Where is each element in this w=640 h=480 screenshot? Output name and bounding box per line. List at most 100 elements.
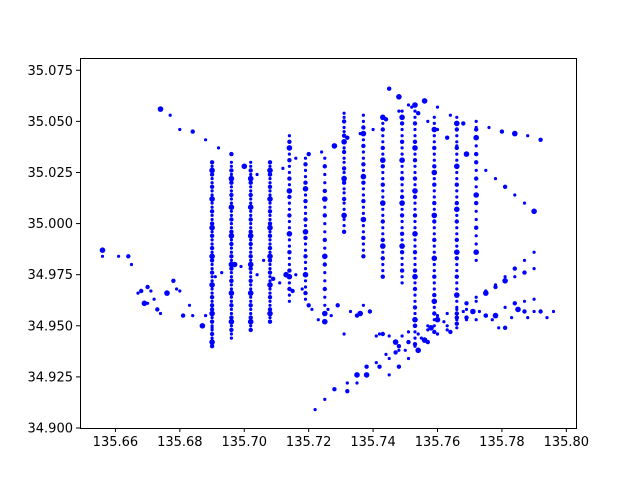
data-point — [455, 244, 459, 248]
data-point — [228, 233, 235, 239]
data-point — [209, 184, 215, 189]
data-point — [400, 275, 404, 279]
data-point — [129, 262, 134, 267]
data-point — [381, 152, 385, 156]
data-point — [399, 157, 405, 163]
data-point — [361, 113, 365, 117]
data-point — [432, 237, 437, 243]
data-point — [268, 201, 272, 205]
data-point — [455, 326, 459, 330]
data-point — [412, 323, 418, 328]
data-point — [448, 329, 453, 335]
data-point — [267, 253, 273, 260]
data-point — [399, 268, 405, 273]
data-point — [522, 299, 527, 303]
data-point — [341, 139, 347, 145]
data-point — [361, 138, 365, 142]
data-point — [247, 290, 254, 296]
data-point — [400, 238, 404, 242]
data-point — [249, 287, 253, 291]
data-point — [303, 180, 308, 185]
data-point — [361, 235, 366, 241]
data-point — [267, 184, 273, 189]
data-point — [400, 164, 404, 168]
data-point — [209, 331, 215, 337]
data-point — [413, 281, 417, 285]
data-point — [412, 231, 418, 237]
data-point — [229, 192, 234, 198]
data-point — [210, 181, 214, 185]
data-point — [303, 211, 308, 215]
data-point — [249, 271, 253, 275]
data-point — [434, 316, 441, 323]
data-point — [497, 326, 501, 330]
data-point — [199, 323, 206, 329]
data-point — [464, 318, 469, 322]
data-point — [303, 242, 308, 246]
data-point — [454, 292, 460, 298]
data-point — [323, 156, 327, 160]
data-point — [522, 309, 527, 314]
data-point — [474, 200, 479, 206]
data-point — [431, 298, 438, 305]
data-point — [158, 311, 163, 316]
data-point — [381, 121, 385, 125]
data-point — [374, 334, 378, 338]
data-point — [445, 135, 450, 140]
data-point — [247, 175, 254, 182]
data-point — [381, 213, 385, 217]
data-point — [393, 350, 398, 355]
data-point — [474, 144, 478, 148]
data-point — [381, 226, 385, 230]
data-point — [322, 310, 328, 317]
data-point — [412, 188, 418, 194]
data-point — [526, 316, 530, 320]
data-point — [249, 197, 253, 201]
data-point — [413, 330, 417, 334]
data-point — [146, 301, 150, 305]
data-point — [532, 309, 536, 314]
data-point — [483, 313, 488, 318]
data-point — [455, 232, 459, 236]
data-point — [322, 164, 327, 169]
data-point — [287, 226, 291, 230]
data-point — [532, 250, 536, 254]
data-point — [400, 127, 404, 132]
data-point — [210, 193, 214, 197]
data-point — [228, 175, 235, 182]
data-point — [397, 109, 401, 113]
data-point — [413, 201, 417, 205]
data-point — [303, 297, 308, 301]
data-point — [249, 201, 253, 205]
data-point — [399, 139, 405, 144]
data-point — [380, 256, 385, 261]
data-point — [323, 181, 327, 185]
data-point — [487, 125, 491, 130]
data-point — [463, 151, 470, 157]
data-point — [432, 226, 436, 230]
data-point — [210, 324, 214, 328]
x-tick-label: 135.74 — [350, 435, 396, 450]
x-tick-label: 135.66 — [93, 435, 139, 450]
data-point — [268, 230, 272, 234]
data-point — [454, 311, 459, 316]
data-point — [229, 189, 233, 193]
data-point — [303, 205, 308, 209]
data-point — [413, 115, 417, 119]
data-point — [406, 103, 411, 107]
data-point — [412, 305, 418, 310]
data-point — [287, 238, 291, 242]
data-point — [287, 281, 291, 285]
data-point — [428, 325, 434, 331]
data-point — [474, 119, 478, 123]
data-point — [502, 184, 508, 189]
data-point — [455, 213, 459, 217]
data-point — [406, 356, 411, 361]
data-point — [545, 316, 549, 320]
data-point — [380, 145, 385, 151]
data-point — [454, 274, 459, 279]
data-point — [268, 205, 272, 209]
data-point — [400, 219, 404, 224]
data-point — [303, 279, 308, 283]
data-point — [229, 201, 233, 205]
